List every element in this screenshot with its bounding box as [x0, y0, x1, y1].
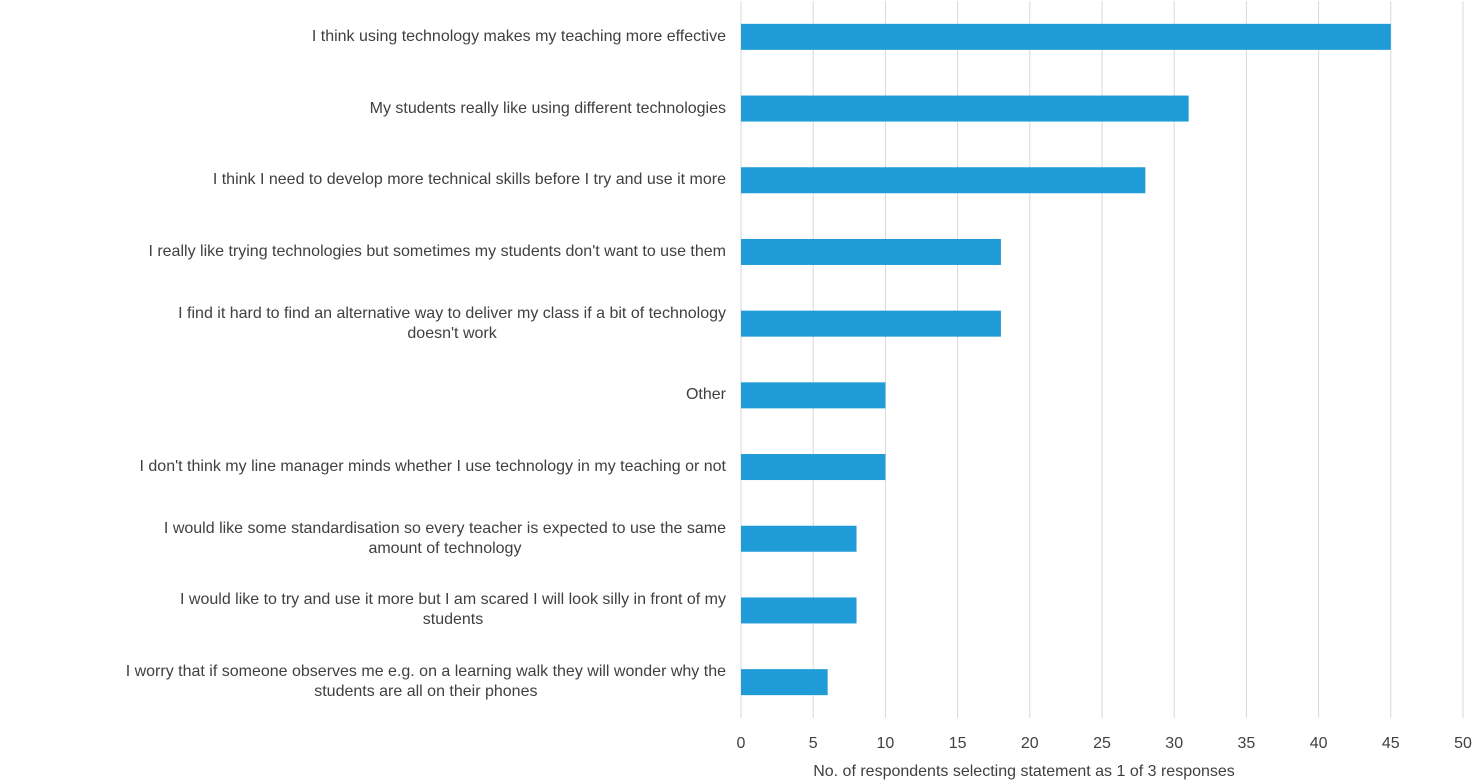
y-tick-label: I would like to try and use it more but … [180, 591, 726, 629]
bar [741, 669, 828, 696]
y-tick-label: I worry that if someone observes me e.g.… [125, 663, 726, 701]
bar [741, 382, 886, 409]
y-tick-label: I think I need to develop more technical… [212, 171, 726, 189]
y-tick-label: I would like some standardisation so eve… [163, 519, 726, 557]
y-tick-label: Other [685, 386, 726, 404]
y-tick-label: My students really like using different … [369, 99, 726, 117]
x-tick-label: 10 [877, 735, 895, 752]
x-tick-label: 0 [737, 735, 746, 752]
bar [741, 23, 1391, 50]
y-tick-label: I really like trying technologies but so… [148, 242, 726, 260]
x-tick-label: 35 [1238, 735, 1256, 752]
bar [741, 167, 1146, 194]
bar [741, 454, 886, 481]
x-tick-label: 30 [1165, 735, 1183, 752]
x-tick-label: 45 [1382, 735, 1400, 752]
bar [741, 597, 857, 624]
bar [741, 95, 1189, 122]
x-tick-label: 20 [1021, 735, 1039, 752]
x-tick-label: 50 [1454, 735, 1472, 752]
y-tick-label: I don't think my line manager minds whet… [139, 458, 726, 476]
x-tick-label: 5 [809, 735, 818, 752]
x-tick-label: 25 [1093, 735, 1111, 752]
bar [741, 238, 1001, 265]
y-tick-label: I find it hard to find an alternative wa… [178, 304, 726, 342]
y-tick-label: I think using technology makes my teachi… [311, 27, 726, 45]
x-axis-label: No. of respondents selecting statement a… [813, 763, 1235, 780]
x-tick-label: 40 [1310, 735, 1328, 752]
bar [741, 310, 1001, 337]
x-tick-label: 15 [949, 735, 967, 752]
bar [741, 525, 857, 552]
